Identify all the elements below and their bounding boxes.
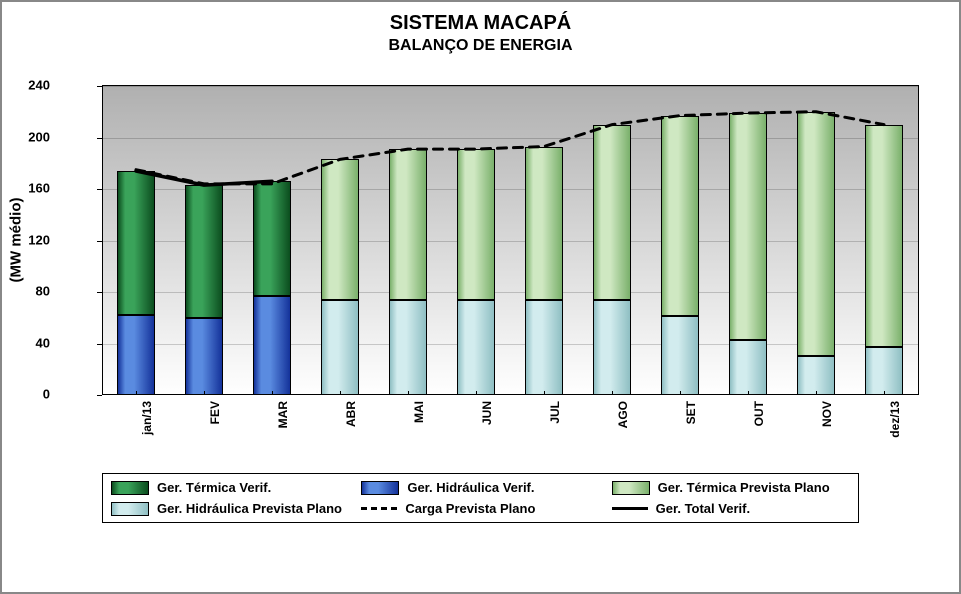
x-tick	[136, 391, 137, 395]
legend: Ger. Térmica Verif. Ger. Hidráulica Verif…	[102, 473, 859, 523]
x-tick-label: dez/13	[888, 401, 902, 438]
x-tick	[680, 391, 681, 395]
legend-label: Ger. Total Verif.	[656, 501, 750, 516]
x-tick-label: MAI	[412, 401, 426, 423]
chart-title: SISTEMA MACAPÁ	[22, 12, 939, 35]
y-tick-label: 80	[36, 284, 50, 299]
legend-item: Carga Prevista Plano	[357, 499, 603, 518]
x-tick	[476, 391, 477, 395]
plot-background	[102, 85, 919, 395]
legend-swatch	[111, 481, 149, 495]
x-tick-label: ABR	[344, 401, 358, 427]
x-tick	[408, 391, 409, 395]
legend-item: Ger. Hidráulica Verif.	[357, 478, 603, 497]
y-tick-label: 160	[28, 181, 50, 196]
y-axis-title: (MW médio)	[8, 198, 25, 283]
x-tick-label: jan/13	[140, 401, 154, 435]
legend-label: Ger. Hidráulica Verif.	[407, 480, 534, 495]
chart-subtitle: BALANÇO DE ENERGIA	[22, 37, 939, 55]
legend-swatch	[111, 502, 149, 516]
y-tick-label: 0	[43, 387, 50, 402]
legend-line	[361, 507, 397, 510]
x-tick	[204, 391, 205, 395]
x-tick-label: MAR	[276, 401, 290, 428]
legend-label: Ger. Hidráulica Prevista Plano	[157, 501, 342, 516]
legend-item: Ger. Total Verif.	[608, 499, 854, 518]
y-axis: (MW médio) 04080120160200240	[22, 85, 102, 395]
legend-item: Ger. Térmica Prevista Plano	[608, 478, 854, 497]
y-tick-label: 240	[28, 78, 50, 93]
y-tick-label: 40	[36, 335, 50, 350]
y-tick-label: 120	[28, 232, 50, 247]
legend-swatch	[361, 481, 399, 495]
x-tick-label: JUL	[548, 401, 562, 424]
legend-line	[612, 507, 648, 510]
legend-item: Ger. Térmica Verif.	[107, 478, 353, 497]
x-tick	[748, 391, 749, 395]
x-tick	[544, 391, 545, 395]
chart-frame: SISTEMA MACAPÁ BALANÇO DE ENERGIA (MW mé…	[0, 0, 961, 594]
x-tick-label: OUT	[752, 401, 766, 426]
x-tick	[612, 391, 613, 395]
line-carga_prevista	[136, 112, 884, 184]
x-tick-label: FEV	[208, 401, 222, 424]
legend-label: Ger. Térmica Prevista Plano	[658, 480, 830, 495]
x-tick-label: JUN	[480, 401, 494, 425]
legend-label: Ger. Térmica Verif.	[157, 480, 271, 495]
legend-label: Carga Prevista Plano	[405, 501, 535, 516]
x-tick-label: NOV	[820, 401, 834, 427]
chart-titles: SISTEMA MACAPÁ BALANÇO DE ENERGIA	[22, 12, 939, 55]
lines-layer	[102, 86, 918, 395]
x-tick-label: SET	[684, 401, 698, 424]
legend-item: Ger. Hidráulica Prevista Plano	[107, 499, 353, 518]
y-tick-label: 200	[28, 129, 50, 144]
x-tick	[816, 391, 817, 395]
legend-swatch	[612, 481, 650, 495]
x-tick	[272, 391, 273, 395]
chart-area: (MW médio) 04080120160200240 jan/13FEVMA…	[22, 85, 939, 465]
x-tick	[884, 391, 885, 395]
x-axis: jan/13 FEV MAR ABR MAI JUN JUL AGO SET OUT NOV dez/…	[102, 395, 919, 465]
x-tick	[340, 391, 341, 395]
x-tick-label: AGO	[616, 401, 630, 428]
